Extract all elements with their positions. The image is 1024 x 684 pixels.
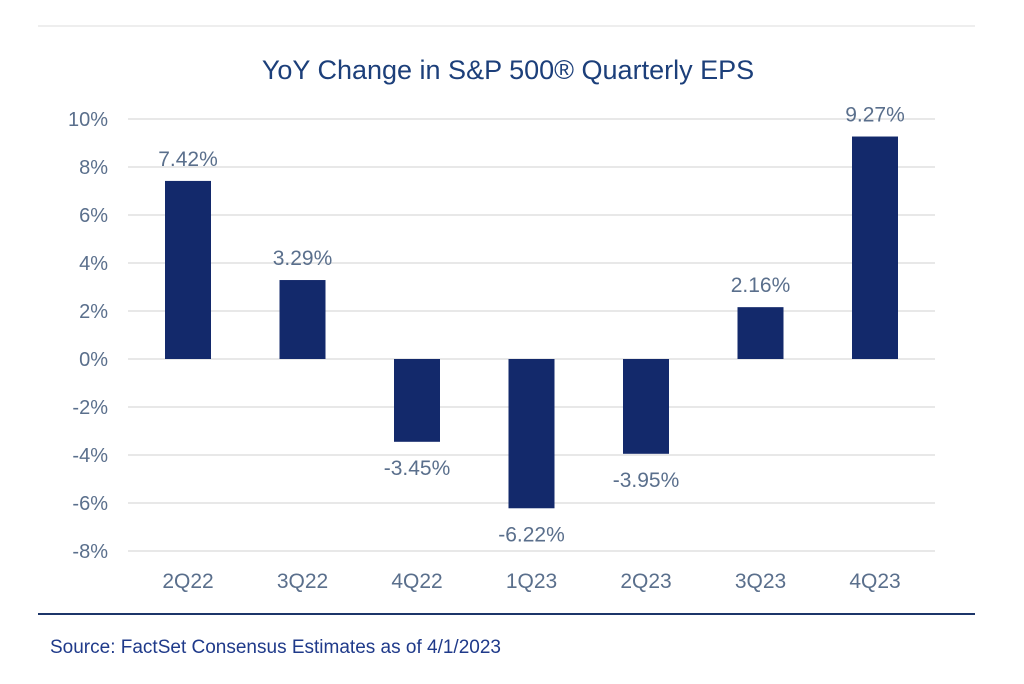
data-label: -6.22% [498,523,565,546]
x-tick-label: 2Q22 [162,570,213,593]
y-tick-label: 10% [68,109,108,131]
bar-2Q22 [165,180,211,359]
x-tick-label: 2Q23 [620,570,671,593]
data-labels: 7.42% 3.29% -3.45% -6.22% -3.95% 2.16% 9.27% [158,104,905,547]
bar-4Q22 [394,359,440,442]
x-axis-labels: 2Q22 3Q22 4Q22 1Q23 2Q23 3Q23 4Q23 [162,570,900,593]
data-label: 3.29% [273,247,333,270]
data-label: 2.16% [731,274,791,297]
bars [165,136,898,509]
y-tick-label: 0% [79,349,108,371]
bar-2Q23 [623,359,669,454]
y-tick-label: -6% [72,493,108,515]
bar-4Q23 [852,136,898,359]
y-tick-label: 4% [79,253,108,275]
x-tick-label: 1Q23 [506,570,557,593]
x-tick-label: 4Q23 [849,570,900,593]
bar-1Q23 [508,359,555,509]
bar-3Q22 [279,280,326,359]
y-tick-label: 8% [79,157,108,179]
data-label: -3.45% [384,457,451,480]
data-label: -3.95% [613,469,680,492]
x-tick-label: 4Q22 [391,570,442,593]
x-tick-label: 3Q22 [277,570,328,593]
chart-title: YoY Change in S&P 500® Quarterly EPS [262,55,754,85]
x-tick-label: 3Q23 [735,570,786,593]
y-tick-label: -8% [72,541,108,563]
y-tick-label: -4% [72,445,108,467]
y-tick-label: 6% [79,205,108,227]
y-tick-label: 2% [79,301,108,323]
y-tick-label: -2% [72,397,108,419]
bar-3Q23 [737,307,784,359]
data-label: 7.42% [158,148,218,171]
source-note: Source: FactSet Consensus Estimates as o… [50,637,501,658]
y-axis-labels: 10% 8% 6% 4% 2% 0% -2% -4% -6% -8% [68,109,108,563]
data-label: 9.27% [845,104,905,127]
